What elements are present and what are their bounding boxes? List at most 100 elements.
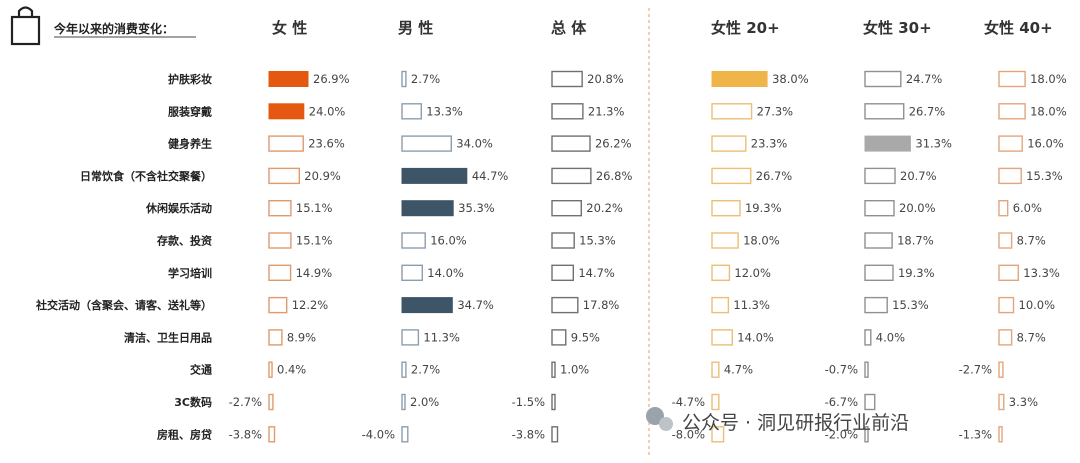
data-label: 13.3% (426, 104, 463, 118)
data-label: 12.0% (734, 266, 771, 280)
data-label: 16.0% (1027, 137, 1064, 151)
bar (711, 167, 752, 185)
bar (268, 199, 292, 217)
series-header: 总 体 (551, 19, 587, 37)
bar (268, 167, 301, 185)
category-label: 日常饮食（不含社交聚餐） (80, 169, 212, 183)
bar (998, 70, 1026, 88)
data-label: 26.2% (595, 137, 632, 151)
bar (551, 393, 556, 411)
data-label: 17.8% (583, 298, 620, 312)
data-label: 15.3% (1026, 169, 1063, 183)
bar (401, 426, 409, 443)
data-label: 15.3% (579, 234, 616, 248)
bar (551, 264, 575, 281)
bar (551, 135, 591, 152)
category-label: 健身养生 (168, 137, 212, 151)
data-label: 4.0% (876, 330, 905, 344)
bar (864, 296, 888, 314)
data-label: 12.2% (292, 298, 329, 312)
bar (998, 199, 1009, 217)
bar (864, 135, 911, 152)
data-label: -0.7% (825, 363, 858, 377)
series-header: 女性 30+ (863, 19, 932, 37)
bar (268, 232, 292, 249)
bar (998, 264, 1019, 281)
bar (864, 329, 872, 346)
bar (268, 393, 274, 411)
bar (711, 103, 753, 120)
data-label: 8.9% (287, 330, 316, 344)
data-label: -3.8% (229, 427, 262, 441)
data-label: 13.3% (1023, 266, 1060, 280)
data-label: 8.7% (1017, 234, 1046, 248)
watermark-layer: 公众号 · 洞见研报行业前沿 大数跨境 (13, 407, 909, 446)
bar (401, 297, 453, 314)
data-label: 26.7% (756, 169, 793, 183)
wechat-icon-secondary (659, 417, 673, 431)
category-label: 存款、投资 (157, 234, 212, 248)
data-label: 3.3% (1009, 395, 1038, 409)
data-label: -3.8% (512, 427, 545, 441)
bar (864, 361, 869, 378)
data-label: 6.0% (1013, 201, 1042, 215)
data-label: 15.1% (296, 201, 333, 215)
bar (268, 361, 273, 378)
bar (401, 264, 423, 281)
category-label: 护肤彩妆 (168, 72, 212, 86)
bar (711, 393, 720, 411)
bar (998, 361, 1004, 378)
bar (401, 361, 407, 378)
data-label: 20.0% (899, 201, 936, 215)
data-label: 26.9% (313, 72, 350, 86)
bar (268, 426, 276, 443)
watermark-center: 公众号 · 洞见研报行业前沿 (646, 407, 909, 434)
data-label: 38.0% (772, 72, 809, 86)
bar (864, 167, 896, 185)
data-label: -4.7% (672, 395, 705, 409)
bar (551, 329, 567, 346)
bar (998, 296, 1015, 314)
data-label: 14.0% (737, 330, 774, 344)
bar (401, 232, 426, 249)
bar (551, 103, 584, 120)
data-label: -8.0% (672, 427, 705, 441)
category-label: 清洁、卫生日用品 (124, 330, 212, 344)
data-label: -1.3% (959, 427, 992, 441)
data-label: 11.3% (733, 298, 770, 312)
data-label: 24.0% (309, 104, 346, 118)
series-header: 女性 40+ (984, 19, 1053, 37)
shopping-bag-icon (10, 6, 41, 46)
data-label: 26.8% (596, 169, 633, 183)
data-label: 18.0% (1030, 72, 1067, 86)
data-label: 34.7% (457, 298, 494, 312)
data-label: 8.7% (1017, 330, 1046, 344)
data-label: 31.3% (915, 137, 952, 151)
data-label: 2.0% (410, 395, 439, 409)
data-label: 19.3% (898, 266, 935, 280)
data-label: 10.0% (1019, 298, 1056, 312)
bar (711, 199, 741, 217)
bar (551, 199, 582, 217)
bar (551, 426, 559, 443)
bar (711, 71, 768, 87)
bar (864, 70, 902, 88)
data-label: 9.5% (571, 330, 600, 344)
data-label: 34.0% (456, 137, 493, 151)
bar (998, 393, 1005, 411)
data-label: 14.0% (427, 266, 464, 280)
bar (998, 135, 1023, 152)
data-label: 26.7% (909, 104, 946, 118)
data-label: 20.9% (304, 169, 341, 183)
watermark-center-text: 公众号 · 洞见研报行业前沿 (682, 412, 909, 434)
data-label: 44.7% (472, 169, 509, 183)
bar (711, 296, 730, 314)
bar (711, 426, 725, 443)
data-label: 21.3% (588, 104, 625, 118)
data-label: 2.7% (411, 72, 440, 86)
bar (551, 361, 556, 378)
bar (711, 232, 739, 249)
bar (401, 103, 422, 120)
data-label: 15.3% (892, 298, 929, 312)
